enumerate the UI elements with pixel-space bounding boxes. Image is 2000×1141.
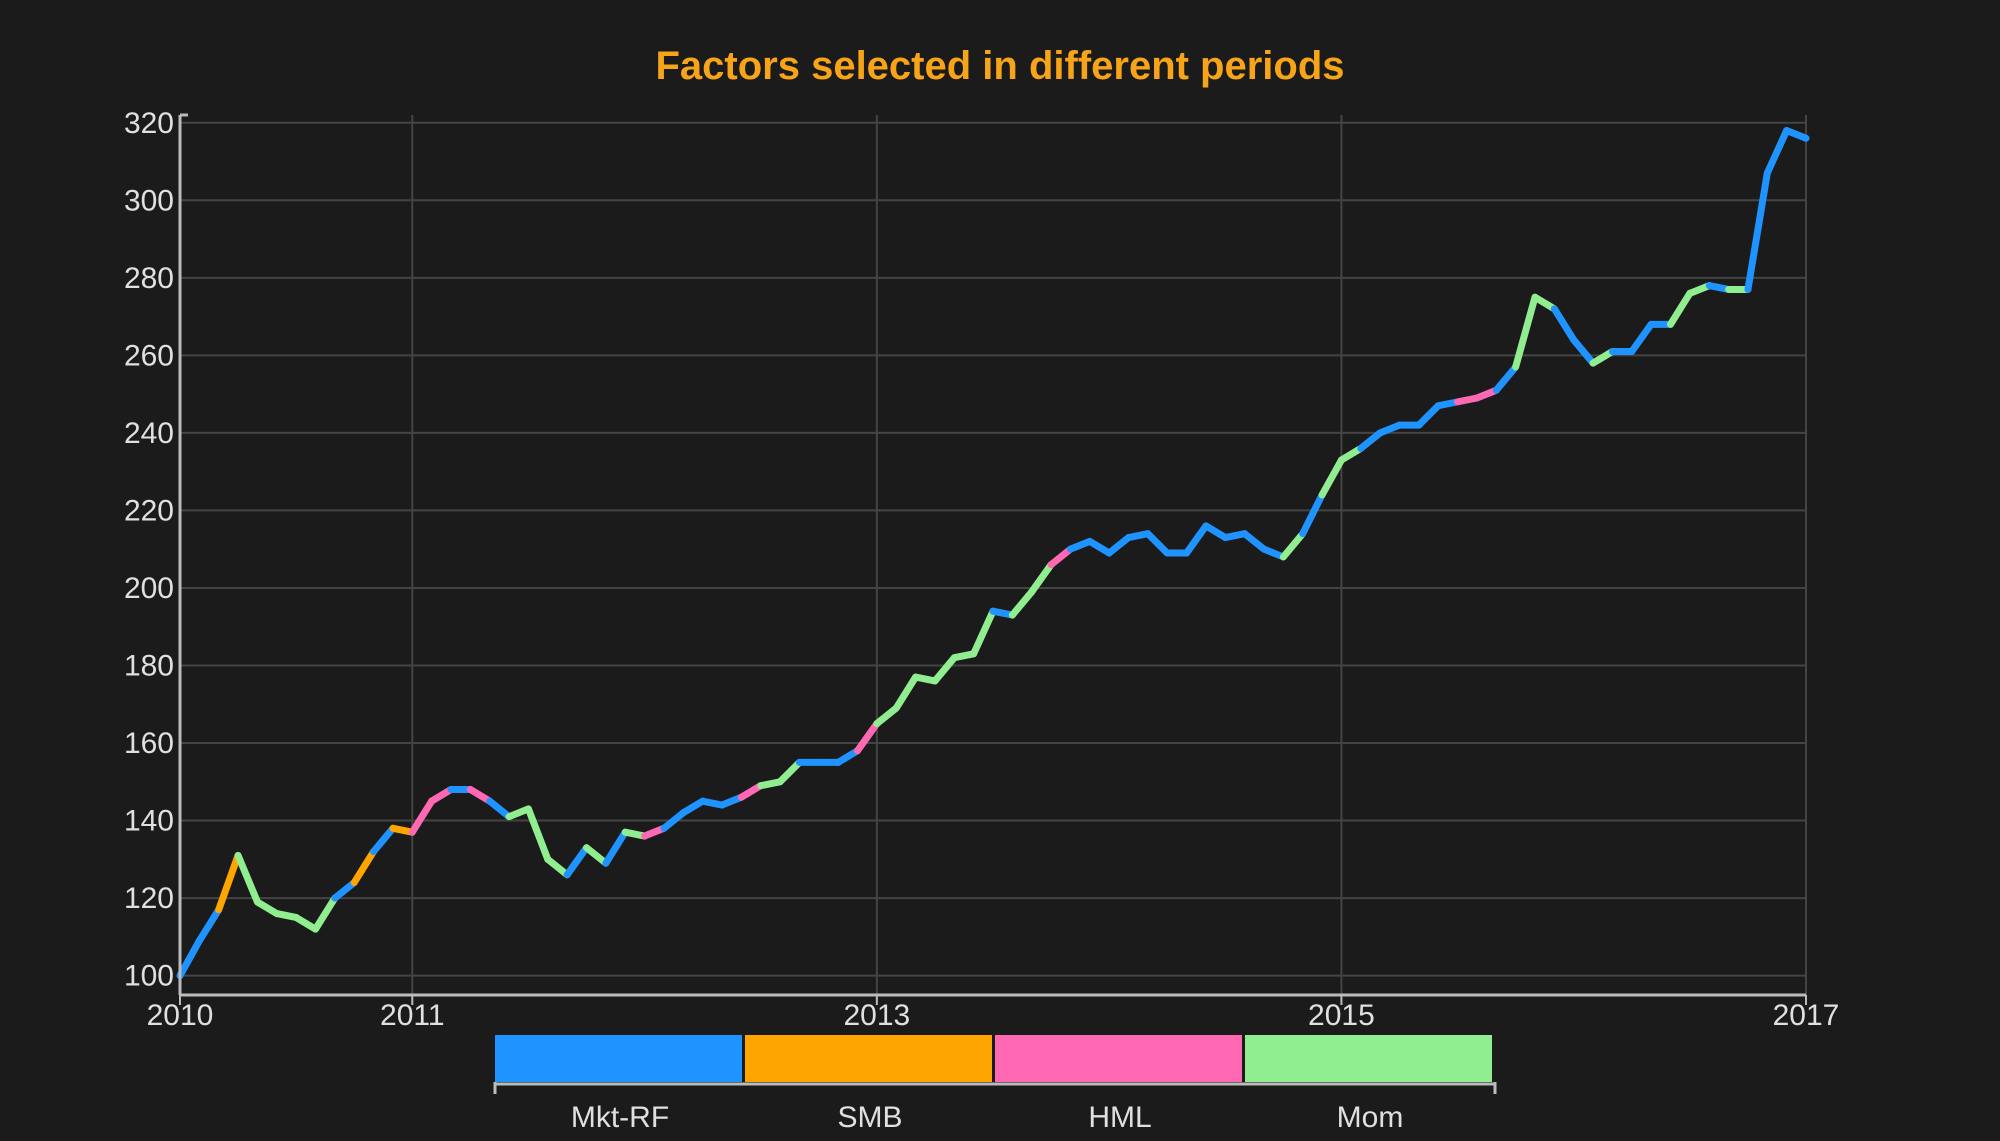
y-tick-label: 220	[124, 494, 174, 527]
y-tick-label: 200	[124, 572, 174, 605]
chart-title: Factors selected in different periods	[655, 44, 1344, 88]
legend-swatch	[495, 1035, 742, 1082]
line-segment	[1628, 320, 1655, 355]
line-segment	[350, 848, 378, 887]
line-segment	[1570, 336, 1597, 367]
line-segment	[583, 844, 610, 867]
line-segment	[1183, 522, 1210, 557]
line-segment	[834, 747, 861, 766]
line-segment	[408, 797, 436, 836]
line-segment	[602, 828, 629, 867]
x-tick-label: 2010	[147, 999, 214, 1032]
line-segment	[970, 607, 997, 658]
line-segment	[1531, 293, 1558, 313]
line-segment	[331, 879, 358, 902]
line-segment	[253, 898, 281, 918]
line-segment	[292, 913, 319, 933]
line-segment	[1299, 491, 1326, 538]
legend-swatch	[1245, 1035, 1492, 1082]
line-segment	[1783, 127, 1810, 142]
line-segment	[1512, 293, 1539, 371]
line-segment	[737, 782, 765, 801]
line-segment	[1028, 561, 1055, 596]
line-segment	[1279, 530, 1307, 561]
factor-line	[176, 127, 1810, 980]
y-tick-label: 140	[124, 805, 174, 838]
line-segment	[1318, 456, 1345, 499]
grid	[179, 115, 1807, 995]
line-segment	[776, 758, 803, 786]
line-segment	[679, 797, 707, 817]
y-tick-label: 300	[124, 184, 174, 217]
x-tick-label: 2017	[1773, 999, 1840, 1032]
legend-swatch	[745, 1035, 992, 1082]
line-segment	[1667, 289, 1694, 328]
y-tick-label: 240	[124, 417, 174, 450]
line-segment	[195, 906, 223, 945]
line-segment	[312, 894, 339, 933]
line-segment	[1415, 402, 1442, 429]
y-tick-label: 320	[124, 107, 174, 140]
legend: Mkt-RF SMB HML Mom	[493, 1035, 1497, 1134]
line-segment	[892, 673, 920, 712]
axes: 100 120 140 160 180 200 220 240 260 280 300 320 2010…	[124, 107, 1839, 1032]
line-segment	[370, 824, 397, 856]
line-segment	[1763, 127, 1791, 177]
line-segment	[1744, 169, 1771, 293]
x-tick-label: 2015	[1308, 999, 1375, 1032]
line-segment	[1105, 534, 1132, 557]
legend-label: Mom	[1337, 1101, 1404, 1134]
line-segment	[563, 844, 590, 879]
line-segment	[428, 786, 455, 805]
legend-label: HML	[1088, 1101, 1151, 1134]
line-segment	[1589, 347, 1616, 367]
line-segment	[1337, 444, 1365, 464]
line-segment	[1086, 537, 1113, 557]
legend-label: SMB	[837, 1101, 902, 1134]
legend-label: Mkt-RF	[571, 1101, 669, 1134]
line-segment	[1144, 530, 1171, 557]
y-tick-label: 100	[124, 960, 174, 993]
line-segment	[544, 855, 571, 879]
line-segment	[1047, 545, 1074, 569]
y-tick-label: 260	[124, 339, 174, 372]
line-segment	[1202, 522, 1229, 542]
line-segment	[466, 786, 494, 805]
line-segment	[1241, 530, 1268, 553]
line-segment	[234, 851, 261, 906]
line-segment	[524, 805, 552, 863]
line-segment	[176, 937, 203, 980]
y-tick-label: 120	[124, 882, 174, 915]
x-tick-label: 2011	[380, 999, 445, 1032]
line-segment	[1550, 305, 1578, 344]
line-segment	[486, 797, 513, 821]
line-segment	[931, 654, 958, 685]
line-segment	[215, 851, 242, 914]
y-tick-label: 160	[124, 727, 174, 760]
line-segment	[660, 809, 687, 832]
line-segment	[1008, 588, 1036, 619]
y-tick-label: 280	[124, 262, 174, 295]
line-segment	[873, 704, 900, 728]
line-segment	[854, 720, 881, 755]
legend-swatch	[995, 1035, 1242, 1082]
y-tick-label: 180	[124, 649, 174, 682]
line-segment	[1357, 429, 1384, 452]
x-tick-label: 2013	[843, 999, 910, 1032]
line-segment	[1492, 363, 1520, 394]
